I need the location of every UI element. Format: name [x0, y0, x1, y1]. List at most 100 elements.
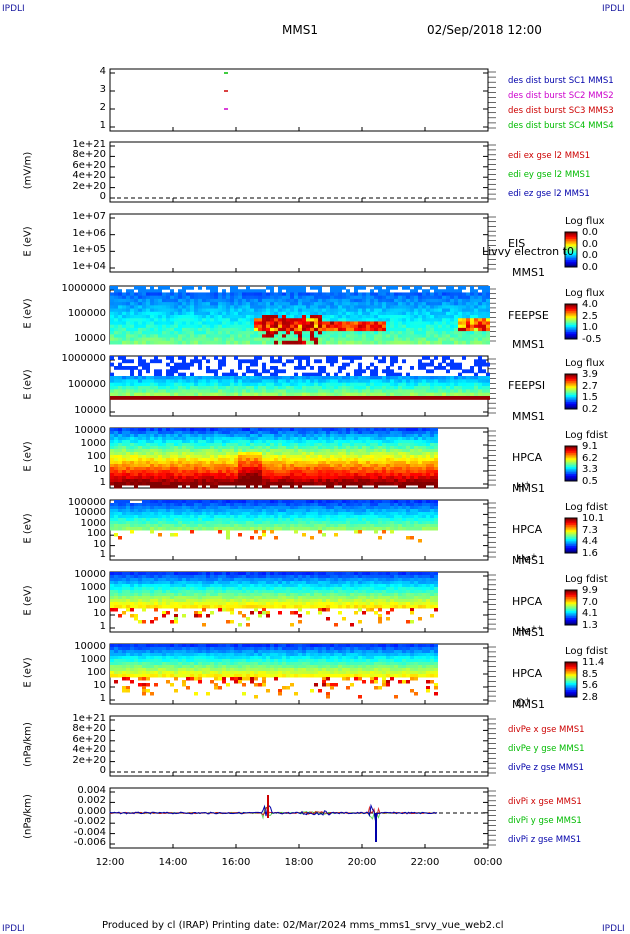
spectrogram-cell: [270, 467, 274, 471]
spectrogram-cell: [438, 289, 442, 293]
spectrogram-cell: [298, 308, 302, 313]
spectrogram-cell: [138, 476, 142, 480]
spectrogram-cell: [134, 389, 138, 394]
spectrogram-cell: [198, 379, 202, 384]
spectrogram-cell: [146, 382, 150, 387]
spectrogram-cell: [358, 379, 362, 384]
spectrogram-cell: [234, 295, 238, 300]
spectrogram-cell: [414, 327, 418, 332]
spectrogram-cell: [334, 428, 338, 432]
spectrogram-cell: [238, 289, 242, 293]
spectrogram-cell: [178, 392, 182, 397]
spectrogram-cell: [274, 506, 278, 510]
spectrogram-cell: [154, 311, 158, 316]
spectrogram-cell: [206, 467, 210, 471]
spectrogram-cell: [158, 431, 162, 435]
spectrogram-cell: [358, 292, 362, 297]
spectrogram-cell: [218, 473, 222, 477]
spectrogram-cell: [414, 476, 418, 480]
panel-1-frame: [109, 68, 489, 132]
spectrogram-cell: [154, 289, 158, 293]
spectrogram-cell: [146, 476, 150, 480]
spectrogram-cell: [230, 479, 234, 483]
spectrogram-cell: [366, 452, 370, 456]
spectrogram-cell: [414, 305, 418, 310]
spectrogram-cell: [202, 311, 206, 316]
spectrogram-cell: [430, 286, 434, 290]
spectrogram-cell: [418, 470, 422, 474]
spectrogram-cell: [362, 379, 366, 384]
spectrogram-cell: [330, 428, 334, 432]
spectrogram-cell: [338, 392, 342, 397]
spectrogram-cell: [330, 289, 334, 293]
spectrogram-cell: [110, 509, 114, 513]
spectrogram-cell: [158, 379, 162, 384]
spectrogram-cell: [482, 331, 486, 335]
spectrogram-cell: [158, 455, 162, 459]
spectrogram-cell: [254, 340, 258, 345]
spectrogram-cell: [158, 458, 162, 462]
spectrogram-cell: [138, 286, 142, 290]
spectrogram-cell: [338, 308, 342, 313]
spectrogram-cell: [274, 321, 278, 326]
spectrogram-cell: [422, 315, 426, 319]
spectrogram-cell: [178, 389, 182, 394]
spectrogram-cell: [426, 324, 430, 329]
spectrogram-cell: [290, 334, 294, 339]
spectrogram-cell: [290, 506, 294, 510]
spectrogram-cell: [474, 321, 478, 326]
spectrogram-cell: [258, 467, 262, 471]
spectrogram-cell: [278, 434, 282, 438]
spectrogram-cell: [174, 455, 178, 459]
spectrogram-cell: [214, 369, 218, 374]
spectrogram-cell: [194, 428, 198, 432]
spectrogram-cell: [322, 452, 326, 456]
spectrogram-cell: [358, 467, 362, 471]
spectrogram-cell: [358, 437, 362, 441]
spectrogram-cell: [358, 321, 362, 326]
spectrogram-cell: [218, 518, 222, 522]
spectrogram-cell: [482, 286, 486, 290]
spectrogram-cell: [426, 464, 430, 468]
spectrogram-cell: [190, 458, 194, 462]
spectrogram-cell: [246, 443, 250, 447]
spectrogram-cell: [318, 473, 322, 477]
spectrogram-cell: [266, 340, 270, 345]
spectrogram-cell: [262, 321, 266, 326]
spectrogram-cell: [230, 467, 234, 471]
spectrogram-cell: [162, 482, 166, 486]
spectrogram-cell: [374, 340, 378, 345]
spectrogram-cell: [278, 521, 282, 525]
spectrogram-cell: [414, 315, 418, 319]
spectrogram-cell: [254, 521, 258, 525]
spectrogram-cell: [302, 455, 306, 459]
spectrogram-cell: [174, 362, 178, 367]
spectrogram-cell: [422, 434, 426, 438]
spectrogram-cell: [410, 479, 414, 483]
spectrogram-cell: [378, 455, 382, 459]
spectrogram-cell: [250, 506, 254, 510]
spectrogram-cell: [322, 455, 326, 459]
spectrogram-cell: [338, 331, 342, 335]
spectrogram-cell: [326, 479, 330, 483]
spectrogram-cell: [202, 431, 206, 435]
spectrogram-cell: [366, 434, 370, 438]
spectrogram-cell: [170, 334, 174, 339]
spectrogram-cell: [182, 389, 186, 394]
spectrogram-cell: [234, 443, 238, 447]
spectrogram-cell: [294, 527, 298, 531]
spectrogram-cell: [410, 366, 414, 370]
spectrogram-cell: [326, 449, 330, 453]
spectrogram-cell: [286, 379, 290, 384]
spectrogram-cell: [382, 292, 386, 297]
spectrogram-cell: [270, 458, 274, 462]
spectrogram-cell: [134, 334, 138, 339]
spectrogram-cell: [294, 396, 298, 400]
spectrogram-cell: [214, 331, 218, 335]
spectrogram-cell: [430, 298, 434, 303]
spectrogram-cell: [294, 452, 298, 456]
spectrogram-cell: [274, 376, 278, 380]
spectrogram-cell: [298, 292, 302, 297]
spectrogram-cell: [294, 458, 298, 462]
spectrogram-cell: [286, 389, 290, 394]
